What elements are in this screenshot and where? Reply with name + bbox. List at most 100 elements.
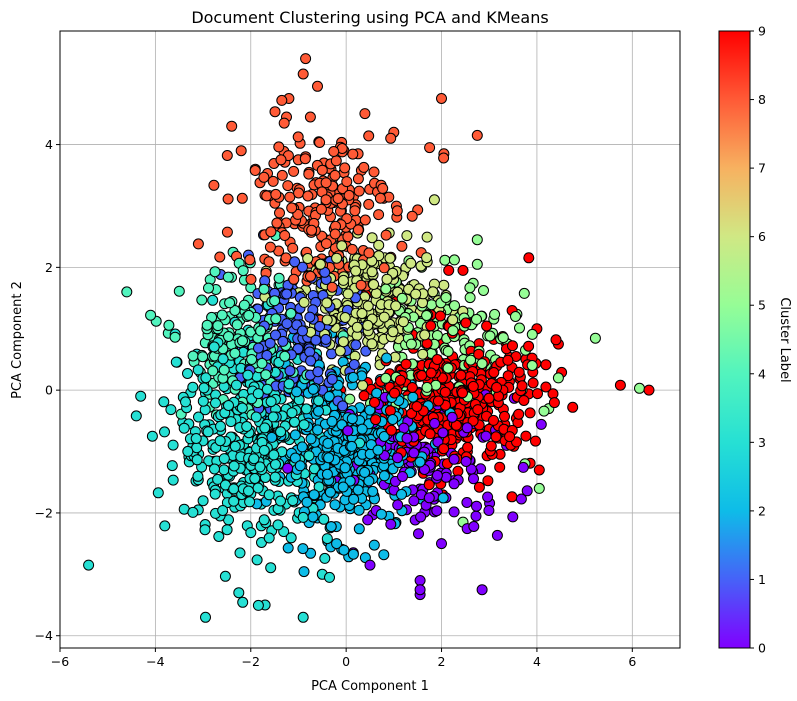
data-point-cluster-6 xyxy=(339,312,351,323)
colorbar-gradient xyxy=(718,30,751,649)
data-point-cluster-3 xyxy=(252,599,264,611)
data-point-cluster-3 xyxy=(289,416,300,428)
data-point-cluster-1 xyxy=(289,256,301,268)
x-tick-label: 0 xyxy=(342,654,350,669)
data-point-cluster-6 xyxy=(419,329,431,341)
data-point-cluster-8 xyxy=(297,68,309,80)
data-point-cluster-8 xyxy=(267,175,279,187)
data-point-cluster-3 xyxy=(259,422,271,434)
data-point-cluster-2 xyxy=(407,391,419,403)
colorbar-label: Cluster Label xyxy=(777,297,792,382)
data-point-cluster-8 xyxy=(380,229,392,241)
data-point-cluster-8 xyxy=(264,241,276,253)
x-tick-label: −6 xyxy=(51,654,69,669)
data-point-cluster-0 xyxy=(461,497,473,508)
colorbar-tick-label: 1 xyxy=(758,572,766,587)
x-tick-label: −2 xyxy=(242,654,260,669)
data-point-cluster-9 xyxy=(518,395,530,406)
data-point-cluster-9 xyxy=(438,443,450,455)
data-point-cluster-9 xyxy=(567,401,579,413)
data-point-cluster-6 xyxy=(417,348,429,360)
data-point-cluster-9 xyxy=(533,464,545,476)
data-point-cluster-2 xyxy=(346,440,358,452)
data-point-cluster-8 xyxy=(358,161,370,173)
data-point-cluster-9 xyxy=(548,397,560,409)
data-point-cluster-8 xyxy=(359,214,371,226)
data-point-cluster-3 xyxy=(218,464,230,476)
data-point-cluster-3 xyxy=(285,532,297,544)
data-point-cluster-5 xyxy=(439,254,451,266)
data-point-cluster-9 xyxy=(467,380,479,392)
data-point-cluster-2 xyxy=(282,542,294,554)
data-point-cluster-3 xyxy=(207,294,219,306)
data-point-cluster-4 xyxy=(207,365,219,377)
data-point-cluster-9 xyxy=(493,390,504,402)
data-point-cluster-9 xyxy=(507,340,518,352)
plot-frame xyxy=(59,30,681,649)
data-point-cluster-0 xyxy=(471,500,482,512)
data-point-cluster-8 xyxy=(284,191,296,203)
data-point-cluster-4 xyxy=(260,369,272,381)
data-point-cluster-0 xyxy=(448,478,460,490)
data-point-cluster-2 xyxy=(437,492,449,504)
data-point-cluster-9 xyxy=(485,440,497,452)
data-point-cluster-5 xyxy=(426,299,438,311)
data-point-cluster-8 xyxy=(316,164,328,176)
data-point-cluster-3 xyxy=(200,372,212,384)
data-point-cluster-3 xyxy=(213,531,225,542)
data-point-cluster-6 xyxy=(366,266,378,278)
data-point-cluster-8 xyxy=(221,226,233,238)
data-point-cluster-9 xyxy=(506,491,518,503)
data-point-cluster-0 xyxy=(515,493,527,505)
data-point-cluster-0 xyxy=(448,453,460,465)
data-point-cluster-2 xyxy=(356,423,368,435)
data-point-cluster-4 xyxy=(270,313,282,325)
data-point-cluster-8 xyxy=(314,137,326,148)
data-point-cluster-8 xyxy=(363,130,375,142)
data-point-cluster-2 xyxy=(378,431,390,442)
data-point-cluster-2 xyxy=(352,484,364,496)
data-point-cluster-4 xyxy=(237,335,248,347)
data-point-cluster-5 xyxy=(344,393,356,405)
data-point-cluster-0 xyxy=(460,456,472,467)
data-point-cluster-0 xyxy=(429,417,441,429)
data-point-cluster-1 xyxy=(305,355,317,367)
data-point-cluster-8 xyxy=(192,238,204,250)
data-point-cluster-0 xyxy=(535,418,547,430)
data-point-cluster-6 xyxy=(384,252,396,264)
data-point-cluster-3 xyxy=(167,439,179,451)
data-point-cluster-3 xyxy=(313,481,325,493)
data-point-cluster-4 xyxy=(273,272,285,284)
data-point-cluster-3 xyxy=(158,396,170,408)
data-point-cluster-9 xyxy=(369,396,380,408)
data-point-cluster-8 xyxy=(269,106,281,118)
data-point-cluster-3 xyxy=(199,524,211,536)
data-point-cluster-3 xyxy=(228,483,240,495)
data-point-cluster-0 xyxy=(465,463,477,475)
data-point-cluster-6 xyxy=(321,314,333,326)
data-points xyxy=(83,53,655,623)
data-point-cluster-2 xyxy=(339,462,351,474)
data-point-cluster-8 xyxy=(226,120,238,132)
data-point-cluster-6 xyxy=(298,296,310,308)
data-point-cluster-3 xyxy=(192,470,204,482)
data-point-cluster-4 xyxy=(238,299,250,311)
data-point-cluster-8 xyxy=(355,279,367,291)
colorbar-tick-label: 4 xyxy=(758,366,766,381)
data-point-cluster-3 xyxy=(267,411,279,423)
data-point-cluster-6 xyxy=(337,274,349,286)
data-point-cluster-9 xyxy=(513,408,525,420)
data-point-cluster-3 xyxy=(146,430,158,442)
data-point-cluster-9 xyxy=(473,481,485,493)
data-point-cluster-4 xyxy=(197,351,209,363)
data-point-cluster-2 xyxy=(297,543,309,555)
data-point-cluster-3 xyxy=(263,489,275,501)
data-point-cluster-4 xyxy=(231,319,243,331)
data-point-cluster-3 xyxy=(202,426,214,438)
data-point-cluster-8 xyxy=(249,165,261,176)
data-point-cluster-4 xyxy=(285,307,297,319)
data-point-cluster-8 xyxy=(438,152,450,164)
data-point-cluster-3 xyxy=(248,453,260,465)
data-point-cluster-5 xyxy=(421,381,433,393)
data-point-cluster-9 xyxy=(502,370,514,382)
